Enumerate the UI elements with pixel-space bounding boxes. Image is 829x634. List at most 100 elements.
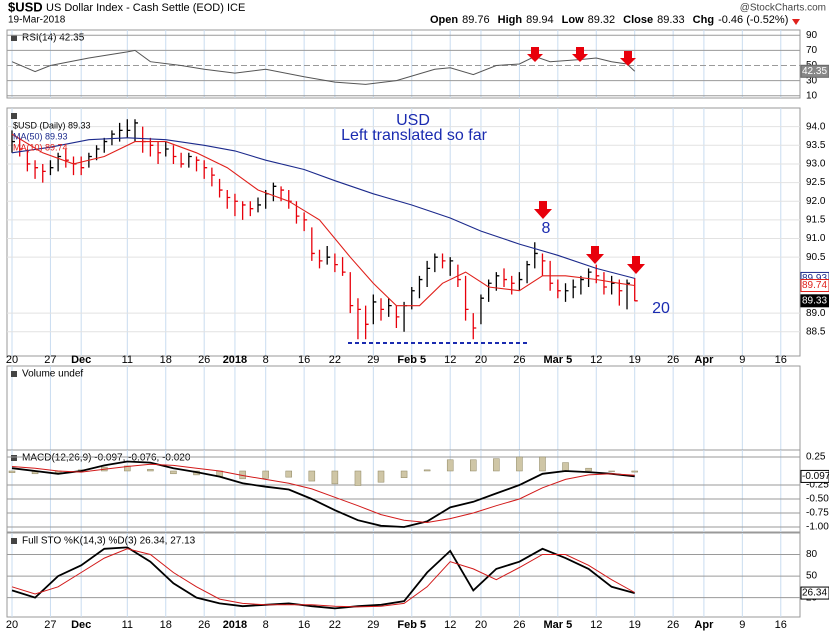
hlc-bar bbox=[211, 167, 215, 187]
hlc-bar bbox=[572, 279, 577, 299]
x-tick-label: 26 bbox=[513, 619, 525, 631]
panel-icon bbox=[11, 371, 17, 377]
hlc-bar bbox=[603, 272, 607, 295]
value-tag: 89.74 bbox=[802, 280, 827, 291]
hlc-bar bbox=[49, 160, 54, 176]
x-tick-label: 8 bbox=[263, 619, 269, 631]
x-tick-label: Feb 5 bbox=[397, 619, 426, 631]
histogram-bar bbox=[470, 459, 477, 472]
red-arrow bbox=[627, 256, 645, 274]
quote-label: Open bbox=[430, 14, 458, 26]
y-tick-label: 89.0 bbox=[806, 308, 826, 319]
hlc-bar bbox=[103, 137, 108, 153]
hlc-bar bbox=[80, 156, 85, 176]
panel-frame bbox=[6, 29, 801, 99]
red-arrow bbox=[586, 246, 604, 264]
histogram-bar bbox=[285, 470, 293, 478]
histogram-bar bbox=[631, 470, 638, 473]
value-tag-box bbox=[800, 586, 829, 600]
histogram-bar bbox=[331, 470, 339, 485]
x-tick-label: 20 bbox=[6, 619, 18, 631]
x-tick-label: Apr bbox=[694, 619, 714, 631]
hlc-bar bbox=[364, 305, 369, 340]
x-tick-label: 12 bbox=[444, 619, 456, 631]
hlc-bar bbox=[318, 249, 323, 269]
hlc-bar bbox=[203, 160, 208, 179]
y-tick-label: -0.50 bbox=[806, 494, 829, 505]
x-tick-label: Dec bbox=[71, 619, 91, 631]
x-tick-label: 20 bbox=[475, 619, 487, 631]
hlc-bar bbox=[357, 298, 361, 340]
hlc-bar bbox=[595, 264, 600, 284]
histogram-bar bbox=[423, 469, 431, 472]
hlc-bar bbox=[165, 141, 169, 157]
panel-icon bbox=[11, 455, 17, 461]
hlc-bar bbox=[526, 260, 531, 284]
y-tick-label: 90.5 bbox=[806, 252, 826, 263]
hlc-bar bbox=[295, 201, 300, 224]
x-tick-label: 22 bbox=[329, 354, 341, 366]
x-tick-label: 11 bbox=[122, 619, 133, 631]
hlc-bar bbox=[334, 253, 338, 273]
y-tick-label: -0.25 bbox=[806, 480, 829, 491]
hlc-bar bbox=[303, 212, 308, 232]
histogram-bar bbox=[8, 470, 16, 473]
histogram-bar bbox=[585, 467, 592, 472]
panels: RSI(14) 42.35 90 70 50 30 10 42.35 94.0 93.5 93.0… bbox=[6, 29, 829, 631]
red-arrow bbox=[534, 201, 552, 219]
hlc-bar bbox=[226, 190, 231, 209]
hlc-bar bbox=[557, 279, 561, 299]
histogram-bar bbox=[262, 470, 269, 479]
x-tick-label: 29 bbox=[367, 619, 379, 631]
hlc-bar bbox=[426, 260, 431, 288]
annotation: USD bbox=[396, 112, 430, 129]
y-tick-label: 30 bbox=[806, 75, 818, 86]
y-tick-label: 10 bbox=[806, 90, 818, 101]
red-arrow bbox=[620, 51, 636, 66]
hlc-bar bbox=[503, 268, 508, 288]
x-tick-label: 22 bbox=[329, 619, 341, 631]
y-tick-label: -1.00 bbox=[806, 522, 829, 533]
annotation: Left translated so far bbox=[341, 127, 488, 144]
histogram-bar bbox=[400, 470, 408, 478]
hlc-bar bbox=[487, 279, 492, 302]
histogram-bar bbox=[516, 456, 523, 472]
x-tick-label: 11 bbox=[122, 354, 133, 366]
hlc-bar bbox=[587, 268, 592, 288]
hlc-bar bbox=[149, 137, 154, 157]
x-tick-label: 2018 bbox=[223, 619, 247, 631]
y-tick-label: 70 bbox=[806, 45, 818, 56]
panel-frame bbox=[6, 365, 801, 451]
line bbox=[11, 49, 636, 85]
hlc-bar bbox=[195, 156, 200, 172]
quote-label: Chg bbox=[693, 14, 714, 26]
histogram-bar bbox=[562, 462, 569, 472]
value-tag-box bbox=[800, 294, 829, 308]
hlc-bar bbox=[388, 298, 392, 317]
hlc-bar bbox=[26, 149, 31, 172]
hlc-bar bbox=[534, 242, 538, 269]
line bbox=[11, 133, 635, 307]
line bbox=[11, 463, 635, 524]
arrows bbox=[527, 47, 645, 274]
histogram-bar bbox=[608, 470, 615, 472]
hlc-bar bbox=[464, 275, 469, 321]
x-tick-label: Mar 5 bbox=[543, 619, 572, 631]
x-tick-label: 26 bbox=[198, 354, 210, 366]
x-tick-label: 16 bbox=[775, 354, 787, 366]
instrument-name: US Dollar Index - Cash Settle (EOD) ICE bbox=[46, 2, 245, 14]
x-tick-label: 19 bbox=[629, 619, 641, 631]
x-tick-label: 16 bbox=[298, 619, 310, 631]
date: 19-Mar-2018 bbox=[8, 15, 66, 26]
value-tag: 89.33 bbox=[802, 295, 827, 306]
x-tick-label: 27 bbox=[44, 619, 56, 631]
value-tag-box bbox=[800, 64, 829, 78]
y-tick-label: 80 bbox=[806, 549, 818, 560]
x-tick-label: 20 bbox=[6, 354, 18, 366]
y-tick-label: 93.5 bbox=[806, 140, 826, 151]
hlc-bar bbox=[272, 182, 277, 202]
hlc-bar bbox=[42, 163, 46, 183]
panel-icon bbox=[11, 538, 17, 544]
x-tick-label: Apr bbox=[694, 354, 714, 366]
